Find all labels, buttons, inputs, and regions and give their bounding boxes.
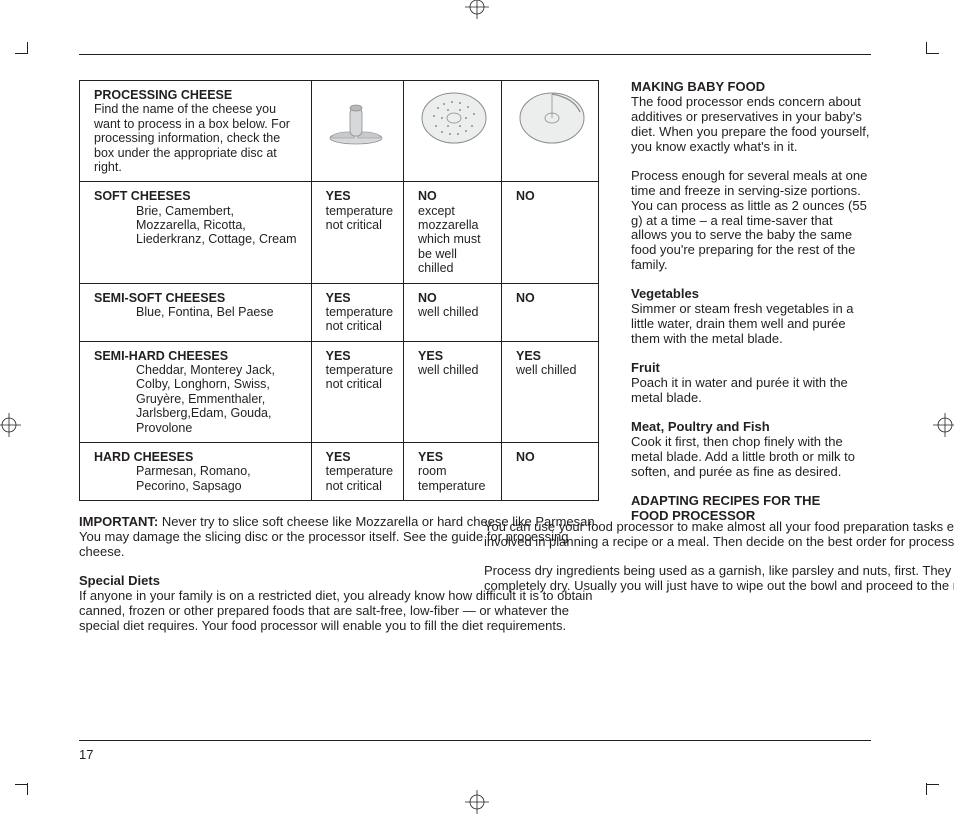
vegetables-section: Vegetables Simmer or steam fresh vegetab… (631, 287, 871, 347)
meat-text: Cook it first, then chop finely with the… (631, 434, 855, 479)
blade-cell: YEStemperature not critical (311, 283, 403, 341)
cheese-list: Parmesan, Romano, Pecorino, Sapsago (94, 464, 301, 493)
vegetables-text: Simmer or steam fresh vegetables in a li… (631, 301, 854, 346)
blade-cell: YEStemperature not critical (311, 341, 403, 442)
table-header-row: PROCESSING CHEESE Find the name of the c… (80, 81, 599, 182)
fruit-heading: Fruit (631, 360, 660, 375)
yes-no: YES (418, 450, 443, 464)
registration-mark-icon (933, 413, 954, 437)
crop-mark (927, 53, 939, 54)
slice-cell: NO (502, 283, 599, 341)
shred-cell: NOexcept mozzarella which must be well c… (404, 182, 502, 283)
table-title: PROCESSING CHEESE (94, 88, 232, 102)
cheese-category-title: SEMI-HARD CHEESES (94, 349, 228, 363)
crop-mark (15, 53, 27, 54)
yes-no: YES (326, 450, 351, 464)
table-desc: Find the name of the cheese you want to … (94, 102, 290, 174)
page-top-rule (79, 54, 871, 55)
cell-note: temperature not critical (326, 204, 393, 232)
shredding-disc-icon (418, 88, 490, 148)
yes-no: NO (516, 189, 535, 203)
cheese-category-cell: SOFT CHEESESBrie, Camembert, Mozzarella,… (80, 182, 312, 283)
baby-food-heading: MAKING BABY FOOD (631, 79, 765, 94)
meat-heading: Meat, Poultry and Fish (631, 419, 770, 434)
yes-no: NO (418, 291, 437, 305)
page-number: 17 (79, 747, 93, 762)
cheese-list: Cheddar, Monterey Jack, Colby, Longhorn,… (94, 363, 301, 435)
fruit-section: Fruit Poach it in water and purée it wit… (631, 361, 871, 406)
yes-no: YES (326, 349, 351, 363)
crop-mark (27, 42, 28, 54)
slicing-disc-icon (516, 88, 588, 148)
registration-mark-icon (0, 413, 21, 437)
slice-cell: NO (502, 182, 599, 283)
right-lower-block: You can use your food processor to make … (484, 520, 954, 608)
cell-note: except mozzarella which must be well chi… (418, 204, 481, 276)
crop-mark (27, 783, 28, 795)
slice-cell: NO (502, 442, 599, 500)
cell-note: well chilled (418, 305, 478, 319)
table-row: SEMI-HARD CHEESESCheddar, Monterey Jack,… (80, 341, 599, 442)
yes-no: NO (516, 450, 535, 464)
table-row: HARD CHEESESParmesan, Romano, Pecorino, … (80, 442, 599, 500)
shred-cell: NOwell chilled (404, 283, 502, 341)
crop-mark (926, 42, 927, 54)
cheese-category-cell: HARD CHEESESParmesan, Romano, Pecorino, … (80, 442, 312, 500)
cheese-list: Blue, Fontina, Bel Paese (94, 305, 301, 319)
registration-mark-icon (465, 790, 489, 814)
blade-cell: YEStemperature not critical (311, 182, 403, 283)
cheese-category-title: HARD CHEESES (94, 450, 193, 464)
yes-no: YES (418, 349, 443, 363)
crop-mark (927, 784, 939, 785)
yes-no: NO (418, 189, 437, 203)
slice-cell: YESwell chilled (502, 341, 599, 442)
cheese-processing-table: PROCESSING CHEESE Find the name of the c… (79, 80, 599, 501)
baby-food-p2: Process enough for several meals at one … (631, 169, 871, 274)
cell-note: well chilled (418, 363, 478, 377)
fruit-text: Poach it in water and purée it with the … (631, 375, 848, 405)
shredding-disc-icon-cell (404, 81, 502, 182)
blade-icon-cell (311, 81, 403, 182)
adapting-heading-1: ADAPTING RECIPES FOR THE (631, 494, 871, 509)
baby-food-p1: The food processor ends concern about ad… (631, 94, 869, 154)
table-row: SEMI-SOFT CHEESESBlue, Fontina, Bel Paes… (80, 283, 599, 341)
adapting-p1: You can use your food processor to make … (484, 520, 954, 550)
cell-note: room temperature (418, 464, 485, 492)
right-upper-block: MAKING BABY FOOD The food processor ends… (631, 80, 871, 523)
adapting-p2: Process dry ingredients being used as a … (484, 564, 954, 594)
crop-mark (926, 783, 927, 795)
cheese-list: Brie, Camembert, Mozzarella, Ricotta, Li… (94, 204, 301, 247)
cell-note: well chilled (516, 363, 576, 377)
vegetables-heading: Vegetables (631, 286, 699, 301)
page-body: PROCESSING CHEESE Find the name of the c… (79, 80, 871, 634)
cell-note: temperature not critical (326, 305, 393, 333)
blade-icon (326, 88, 386, 148)
cell-note: temperature not critical (326, 464, 393, 492)
crop-mark (15, 784, 27, 785)
page-footer: 17 (79, 740, 871, 762)
table-header-desc: PROCESSING CHEESE Find the name of the c… (80, 81, 312, 182)
shred-cell: YESwell chilled (404, 341, 502, 442)
blade-cell: YEStemperature not critical (311, 442, 403, 500)
table-row: SOFT CHEESESBrie, Camembert, Mozzarella,… (80, 182, 599, 283)
slicing-disc-icon-cell (502, 81, 599, 182)
cheese-category-title: SOFT CHEESES (94, 189, 191, 203)
baby-food-intro: MAKING BABY FOOD The food processor ends… (631, 80, 871, 155)
cell-note: temperature not critical (326, 363, 393, 391)
cheese-category-cell: SEMI-SOFT CHEESESBlue, Fontina, Bel Paes… (80, 283, 312, 341)
cheese-category-title: SEMI-SOFT CHEESES (94, 291, 225, 305)
registration-mark-icon (465, 0, 489, 19)
important-label: IMPORTANT: (79, 514, 158, 529)
yes-no: YES (326, 189, 351, 203)
yes-no: YES (516, 349, 541, 363)
right-column: MAKING BABY FOOD The food processor ends… (619, 80, 871, 634)
yes-no: YES (326, 291, 351, 305)
shred-cell: YESroom temperature (404, 442, 502, 500)
meat-section: Meat, Poultry and Fish Cook it first, th… (631, 420, 871, 480)
cheese-category-cell: SEMI-HARD CHEESESCheddar, Monterey Jack,… (80, 341, 312, 442)
yes-no: NO (516, 291, 535, 305)
